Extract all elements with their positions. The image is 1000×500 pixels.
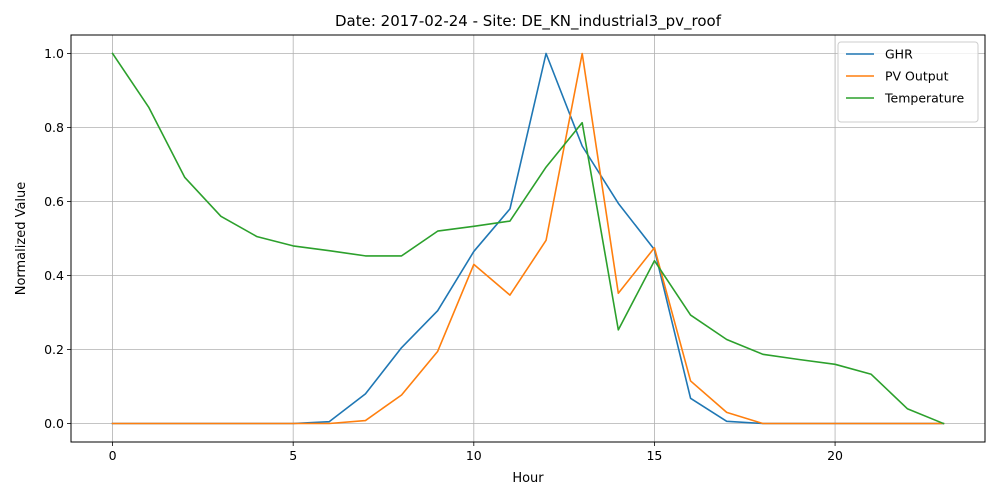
legend-label-ghr: GHR (885, 47, 913, 62)
series-lines (111, 52, 945, 425)
x-tick-label: 15 (646, 448, 662, 463)
y-tick-label: 0.6 (44, 194, 64, 209)
x-tick-label: 5 (289, 448, 297, 463)
legend: GHR PV Output Temperature (837, 41, 979, 123)
y-tick-label: 1.0 (44, 46, 64, 61)
x-tick-label: 10 (466, 448, 482, 463)
plot-area-frame (70, 34, 986, 443)
y-tick-label: 0.4 (44, 268, 64, 283)
legend-box (837, 41, 979, 123)
grid (71, 35, 985, 442)
x-tick-label: 0 (109, 448, 117, 463)
y-tick-label: 0.0 (44, 416, 64, 431)
legend-label-pv-output: PV Output (885, 69, 949, 84)
legend-label-temperature: Temperature (884, 91, 964, 106)
series-line-pv-output (111, 52, 945, 425)
axis-ticks: 0 5 10 15 20 0.0 0.2 0.4 0.6 0.8 1.0 (44, 46, 843, 463)
y-tick-label: 0.2 (44, 342, 64, 357)
chart-title: Date: 2017-02-24 - Site: DE_KN_industria… (335, 12, 722, 31)
x-axis-title: Hour (512, 471, 544, 486)
series-line-temperature (111, 52, 945, 425)
x-tick-label: 20 (827, 448, 843, 463)
y-tick-label: 0.8 (44, 120, 64, 135)
y-axis-title: Normalized Value (14, 182, 29, 296)
